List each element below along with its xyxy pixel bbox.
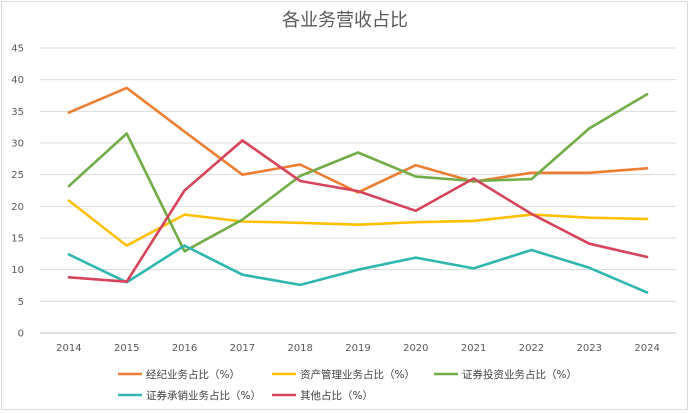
- y-tick-label: 35: [11, 107, 24, 118]
- series-line-3: [67, 92, 649, 253]
- x-tick-label: 2022: [519, 343, 544, 354]
- legend-label: 证券承销业务占比（%）: [146, 389, 261, 402]
- legend-item-4: 证券承销业务占比（%）: [118, 389, 261, 402]
- y-tick-label: 20: [11, 202, 24, 213]
- x-tick-label: 2014: [56, 343, 81, 354]
- legend: 经纪业务占比（%） 资产管理业务占比（%） 证券投资业务占比（%） 证券承销业务占比（…: [118, 368, 577, 402]
- legend-label: 资产管理业务占比（%）: [300, 368, 415, 381]
- x-tick-label: 2016: [172, 343, 197, 354]
- x-tick-label: 2024: [634, 343, 659, 354]
- y-tick-label: 0: [18, 329, 24, 340]
- series-line-1: [67, 86, 649, 194]
- y-tick-label: 45: [11, 44, 24, 55]
- y-axis-ticks: 0 5 10 15 20 25 30 35 40 45: [11, 44, 24, 340]
- y-tick-label: 10: [11, 265, 24, 276]
- y-tick-label: 25: [11, 170, 24, 181]
- y-tick-label: 30: [11, 139, 24, 150]
- x-tick-label: 2015: [114, 343, 139, 354]
- x-tick-label: 2019: [345, 343, 370, 354]
- x-axis-ticks: 2014 2015 2016 2017 2018 2019 2020 2021 2022 2023…: [56, 343, 660, 354]
- legend-item-5: 其他占比（%）: [272, 389, 373, 402]
- series-line-4: [67, 244, 649, 294]
- legend-label: 其他占比（%）: [300, 389, 373, 402]
- series-line-5: [67, 139, 649, 284]
- chart-title: 各业务营收占比: [282, 10, 408, 31]
- x-tick-label: 2023: [577, 343, 602, 354]
- y-tick-label: 15: [11, 234, 24, 245]
- legend-item-1: 经纪业务占比（%）: [118, 368, 240, 381]
- y-tick-label: 40: [11, 75, 24, 86]
- x-tick-label: 2018: [287, 343, 312, 354]
- series-line-2: [67, 199, 649, 247]
- y-tick-label: 5: [18, 297, 24, 308]
- legend-item-2: 资产管理业务占比（%）: [272, 368, 415, 381]
- legend-label: 经纪业务占比（%）: [146, 368, 240, 381]
- legend-item-3: 证券投资业务占比（%）: [434, 368, 577, 381]
- legend-label: 证券投资业务占比（%）: [462, 368, 577, 381]
- series-lines: [67, 86, 649, 294]
- x-tick-label: 2017: [230, 343, 255, 354]
- grid-lines: [40, 47, 676, 334]
- x-tick-label: 2021: [461, 343, 486, 354]
- x-tick-label: 2020: [403, 343, 428, 354]
